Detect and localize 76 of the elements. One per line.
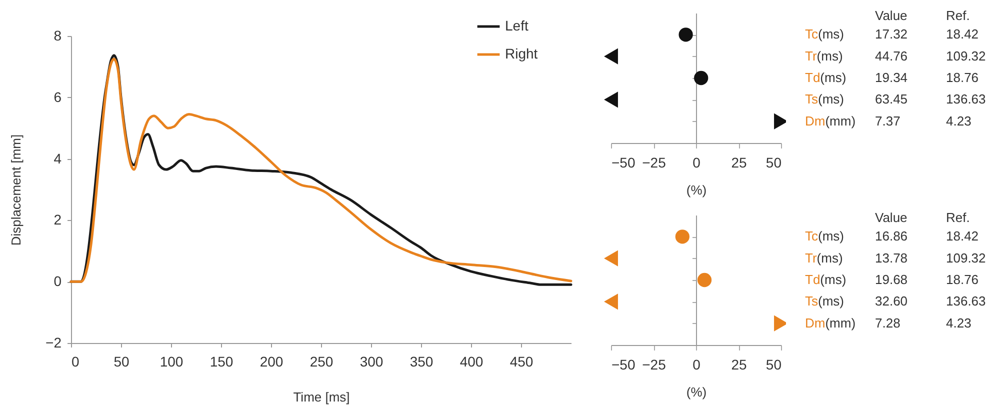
category-label: Tc(ms) (805, 26, 844, 42)
point (774, 315, 786, 332)
point (678, 28, 693, 42)
x-tick-label: 450 (510, 354, 534, 370)
x-tick-label: 300 (360, 354, 384, 370)
x-tick-label: 0 (72, 354, 80, 370)
x-axis-title: (%) (686, 182, 707, 198)
y-tick-label: 0 (54, 273, 62, 290)
category-label: Dm(mm) (805, 113, 856, 128)
text: 7.37 (875, 113, 900, 128)
text: 13.78 (875, 250, 908, 266)
point (694, 70, 708, 86)
category-label: Ref. (946, 210, 970, 225)
text: 18.42 (946, 228, 979, 244)
y-tick-label: 2 (54, 212, 62, 228)
text: 19.68 (875, 272, 908, 287)
text: 18.42 (946, 26, 979, 42)
x-tick-label: 50 (114, 354, 130, 370)
point (604, 48, 618, 64)
category-label: Dm(mm) (805, 315, 856, 330)
x-tick-label: 400 (460, 354, 484, 370)
text: 18.76 (946, 70, 979, 85)
x-tick-label: 0 (692, 356, 701, 372)
text: 4.23 (946, 113, 972, 128)
y-tick-label: 6 (54, 88, 62, 105)
point (604, 250, 618, 266)
category-label: Td(ms) (805, 272, 846, 287)
y-axis-title: Displacement [mm] (8, 134, 24, 246)
legend-label: Right (505, 46, 538, 62)
text: 136.63 (946, 92, 986, 107)
point (604, 92, 618, 108)
point (774, 113, 786, 130)
text: 63.45 (875, 92, 908, 107)
text: 136.63 (946, 294, 986, 309)
text: 19.34 (875, 70, 908, 85)
x-tick-label: −50 (612, 154, 636, 170)
x-tick-label: −25 (642, 154, 666, 170)
point (697, 272, 712, 288)
text: 17.32 (875, 26, 908, 42)
x-tick-label: 25 (731, 154, 747, 170)
y-tick-label: −2 (46, 334, 62, 350)
category-label: Ts(ms) (805, 294, 844, 309)
category-label: Tc(ms) (805, 228, 844, 244)
text: 4.23 (946, 315, 972, 330)
text: 18.76 (946, 272, 979, 287)
x-tick-label: 25 (731, 356, 747, 372)
x-tick-label: 150 (210, 354, 234, 370)
text: 44.76 (875, 48, 908, 64)
x-tick-label: 200 (260, 354, 284, 370)
category-label: Td(ms) (805, 70, 846, 85)
category-label: Value (875, 210, 908, 225)
category-label: Ts(ms) (805, 92, 844, 107)
text: 109.32 (946, 250, 986, 266)
text: 7.28 (875, 315, 900, 330)
x-axis-title: (%) (686, 384, 707, 400)
x-tick-label: 0 (692, 154, 701, 170)
text: 109.32 (946, 48, 986, 64)
category-label: Tr(ms) (805, 250, 843, 266)
category-label: Value (875, 8, 908, 23)
y-tick-label: 8 (54, 28, 62, 44)
point (675, 230, 690, 244)
x-tick-label: −25 (642, 356, 666, 372)
y-tick-label: 4 (54, 150, 62, 166)
x-tick-label: 350 (410, 354, 434, 370)
category-label: Ref. (946, 8, 970, 23)
legend-label: Left (505, 18, 528, 34)
x-tick-label: 250 (310, 354, 334, 370)
text: 32.60 (875, 294, 908, 309)
text: 16.86 (875, 228, 908, 244)
x-axis-title: Time [ms] (293, 390, 350, 404)
point (604, 294, 618, 310)
x-tick-label: 100 (160, 354, 184, 370)
x-tick-label: 50 (766, 154, 782, 170)
x-tick-label: 50 (766, 356, 782, 372)
category-label: Tr(ms) (805, 48, 843, 64)
x-tick-label: −50 (612, 356, 636, 372)
